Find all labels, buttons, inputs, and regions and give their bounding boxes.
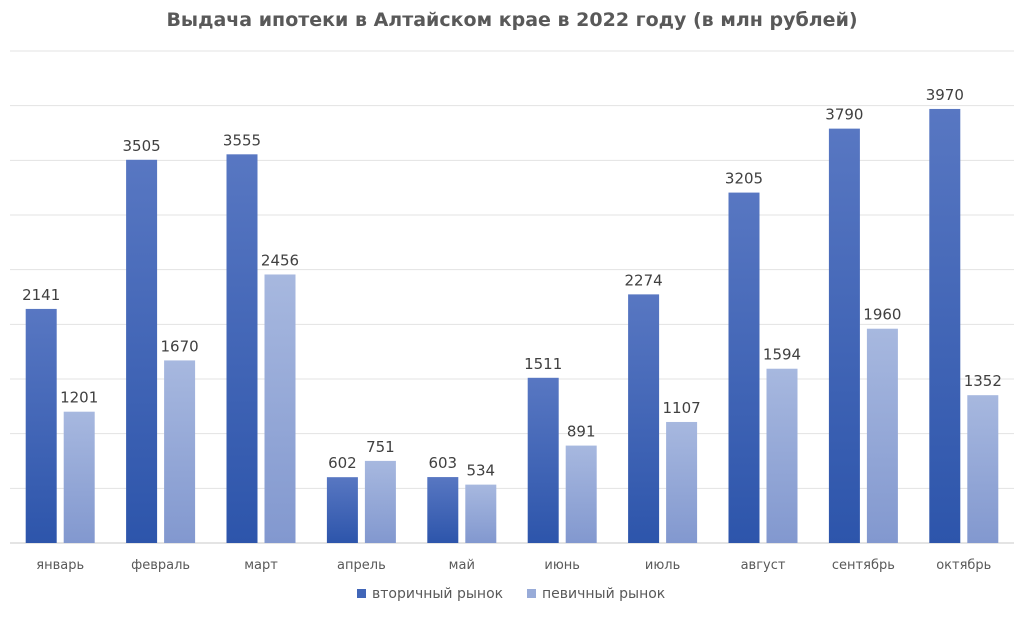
bar-primary-8: [866, 328, 898, 543]
category-label: март: [244, 558, 278, 573]
bar-primary-0: [63, 411, 95, 543]
data-label: 603: [428, 454, 457, 472]
data-label: 751: [366, 438, 395, 456]
bar-secondary-5: [527, 377, 559, 543]
data-label: 1511: [524, 355, 562, 373]
category-label: июнь: [544, 558, 580, 573]
data-label: 1352: [964, 372, 1002, 390]
data-label: 891: [567, 423, 596, 441]
bar-primary-7: [766, 368, 798, 543]
chart-title: Выдача ипотеки в Алтайском крае в 2022 г…: [166, 9, 858, 31]
category-labels: январь февраль март апрель май июнь июль август…: [36, 558, 991, 573]
data-labels: 2141 1201 3505 1670 3555 2456 602 751 603 534 1511…: [22, 86, 1002, 480]
data-label: 1960: [863, 306, 901, 324]
legend: вторичный рынок певичный рынок: [357, 586, 665, 602]
bar-primary-1: [164, 360, 196, 543]
category-label: сентябрь: [832, 558, 895, 573]
category-label: октябрь: [936, 558, 991, 573]
bar-secondary-9: [929, 108, 961, 544]
bar-primary-4: [465, 484, 497, 543]
bar-secondary-6: [628, 294, 660, 543]
legend-swatch-1: [527, 589, 536, 598]
category-label: июль: [645, 558, 680, 573]
data-label: 2274: [625, 271, 663, 289]
category-label: февраль: [131, 558, 190, 573]
data-label: 3555: [223, 131, 261, 149]
data-label: 1201: [60, 389, 98, 407]
data-label: 3790: [825, 106, 863, 124]
data-label: 602: [328, 454, 357, 472]
bar-primary-6: [666, 421, 698, 543]
legend-label-1: певичный рынок: [542, 586, 665, 602]
data-label: 3205: [725, 170, 763, 188]
bar-primary-9: [967, 395, 999, 543]
data-label: 1670: [161, 337, 199, 355]
data-label: 3970: [926, 86, 964, 104]
bar-primary-2: [264, 274, 296, 543]
data-label: 1107: [663, 399, 701, 417]
bars: [25, 108, 999, 544]
category-label: август: [741, 558, 786, 573]
bar-secondary-1: [126, 159, 158, 543]
data-label: 3505: [123, 137, 161, 155]
gridlines: [10, 50, 1014, 544]
bar-primary-3: [364, 460, 396, 543]
data-label: 1594: [763, 346, 801, 364]
bar-primary-5: [565, 445, 597, 543]
category-label: январь: [36, 558, 84, 573]
data-label: 2141: [22, 286, 60, 304]
legend-label-0: вторичный рынок: [372, 586, 503, 602]
bar-secondary-2: [226, 154, 258, 543]
category-label: апрель: [337, 558, 386, 573]
bar-secondary-7: [728, 192, 760, 543]
bar-secondary-3: [326, 477, 358, 543]
bar-secondary-4: [427, 477, 459, 543]
data-label: 2456: [261, 251, 299, 269]
data-label: 534: [466, 462, 495, 480]
bar-secondary-0: [25, 308, 57, 543]
legend-swatch-0: [357, 589, 366, 598]
category-label: май: [449, 558, 475, 573]
bar-secondary-8: [828, 128, 860, 544]
